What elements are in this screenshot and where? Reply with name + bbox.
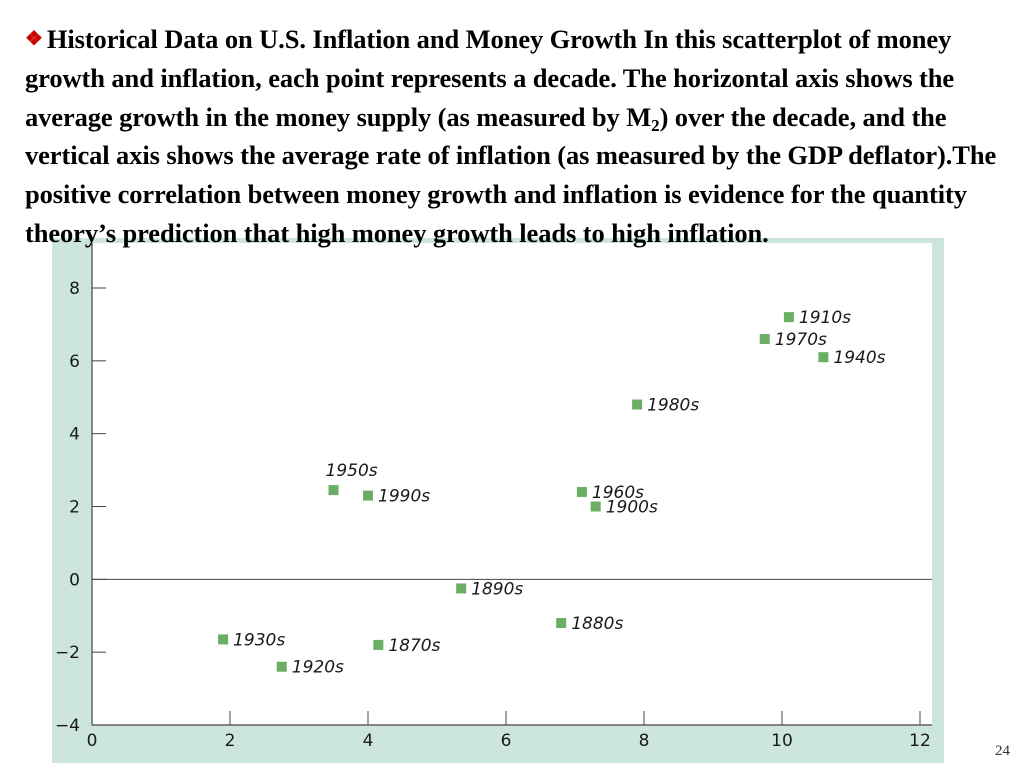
x-tick-label: 0 [87,731,98,751]
data-point-1960s [576,486,587,497]
data-label-1990s: 1990s [378,487,430,507]
data-label-1880s: 1880s [571,614,623,634]
x-tick-label: 4 [363,731,374,751]
data-label-1920s: 1920s [292,658,344,678]
data-point-1880s [556,618,567,629]
data-point-1920s [276,661,287,672]
slide-body-part1: In this scatterplot of money growth and … [25,24,955,132]
data-label-1930s: 1930s [233,630,285,650]
data-label-1890s: 1890s [471,579,523,599]
y-tick-label: −2 [55,643,80,663]
data-label-1980s: 1980s [647,396,699,416]
y-tick-label: 0 [69,570,80,590]
data-point-1900s [590,501,601,512]
x-tick-label: 8 [639,731,650,751]
y-tick-label: 2 [69,498,80,518]
data-label-1950s: 1950s [326,461,378,481]
data-label-1970s: 1970s [775,330,827,350]
y-tick-label: 8 [69,279,80,299]
diamond-bullet-icon: ❖ [25,28,43,50]
x-tick-label: 12 [909,731,931,751]
data-point-1910s [783,312,794,323]
chart-panel: −4 −2 0 2 4 6 8 0 2 4 6 8 10 12 1870s 1880s 1890s 1900s 19… [52,238,944,763]
data-point-1950s [328,485,339,496]
x-tick-label: 10 [771,731,793,751]
y-tick-label: 4 [69,425,80,445]
data-label-1910s: 1910s [799,308,851,328]
plot-area [92,243,932,725]
y-tick-label: −4 [55,716,80,736]
data-point-1990s [363,490,373,501]
data-point-1940s [818,352,829,363]
data-point-1890s [456,583,467,594]
data-point-1930s [218,634,229,645]
data-label-1940s: 1940s [833,348,885,368]
x-tick-label: 6 [501,731,512,751]
data-point-1870s [373,639,384,650]
y-tick-label: 6 [69,352,80,372]
data-point-1980s [632,399,643,410]
data-label-1900s: 1900s [606,498,658,518]
data-label-1870s: 1870s [388,636,440,656]
m2-subscript: 2 [651,115,660,135]
page-number: 24 [995,743,1010,759]
slide-body-part2: ) over the decade, and the vertical axis… [25,101,997,248]
slide-title: Historical Data on U.S. Inflation and Mo… [46,24,637,54]
data-label-1960s: 1960s [592,483,644,503]
x-tick-label: 2 [225,731,236,751]
slide-text: ❖ Historical Data on U.S. Inflation and M… [25,20,1010,253]
data-point-1970s [759,333,770,344]
